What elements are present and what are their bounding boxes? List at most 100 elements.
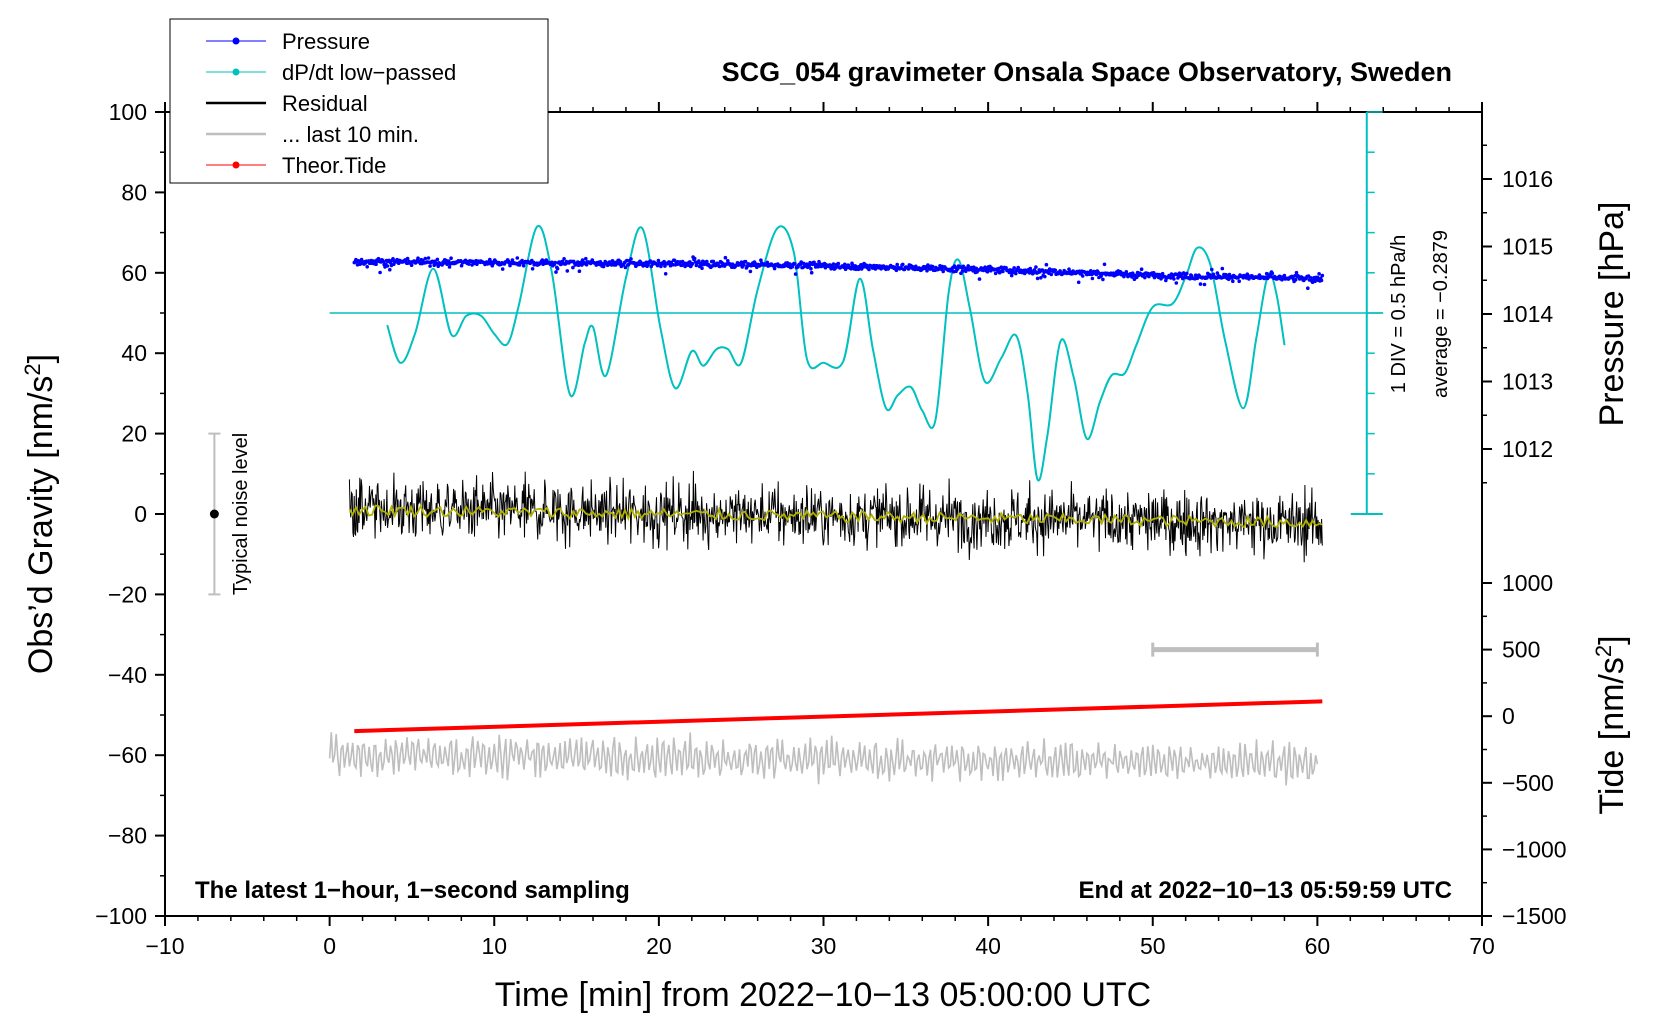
pressure-point (901, 262, 905, 267)
pressure-point (447, 265, 452, 269)
pressure-point (1294, 270, 1299, 275)
tide-axis-label-close: ] (1593, 635, 1631, 644)
pressure-point (1309, 276, 1313, 280)
x-tick-label: 30 (811, 933, 837, 959)
pressure-point (565, 269, 570, 273)
pressure-point (1210, 267, 1214, 272)
y-tick-label: −100 (95, 903, 147, 929)
pressure-point (388, 267, 392, 272)
pressure-point (584, 256, 588, 261)
pressure-point (895, 262, 899, 267)
x-tick-label: 20 (646, 933, 672, 959)
pressure-point (836, 261, 841, 266)
pressure-point (374, 262, 378, 267)
pressure-tick-label: 1012 (1502, 436, 1553, 462)
pressure-point (1035, 276, 1040, 281)
x-tick-label: 60 (1305, 933, 1331, 959)
pressure-point (1319, 278, 1324, 283)
pressure-point (793, 262, 797, 266)
pressure-point (376, 256, 381, 261)
pressure-point (1080, 274, 1085, 278)
pressure-point (1231, 279, 1235, 284)
pressure-point (1090, 276, 1095, 281)
pressure-point (391, 257, 395, 261)
pressure-point (428, 264, 432, 268)
y-tick-label: 60 (121, 260, 147, 286)
pressure-point (663, 272, 668, 276)
pressure-point (517, 263, 522, 267)
pressure-point (1053, 268, 1058, 273)
pressure-point (1102, 262, 1107, 267)
residual-series (348, 470, 1323, 563)
y-tick-label: 40 (121, 340, 147, 366)
chart-title: SCG_054 gravimeter Onsala Space Observat… (722, 57, 1452, 87)
residual-smoothed-line (348, 504, 1323, 529)
y-axis-label: Obs’d Gravity [nm/s2] (20, 354, 60, 674)
pressure-point (1143, 275, 1147, 280)
pressure-point (530, 267, 535, 271)
y-tick-label: −60 (108, 742, 147, 768)
tide-tick-label: −500 (1502, 770, 1554, 796)
pressure-point (1160, 271, 1165, 276)
pressure-point (1198, 282, 1203, 286)
x-tick-label: 0 (323, 933, 336, 959)
pressure-point (446, 259, 451, 264)
pressure-point (807, 263, 812, 268)
pressure-point (809, 266, 813, 271)
pressure-point (894, 268, 899, 273)
tide-axis-label-sup: 2 (1591, 645, 1616, 657)
pressure-point (1185, 271, 1189, 276)
pressure-point (365, 265, 370, 269)
pressure-point (580, 258, 585, 262)
y-tick-label: 80 (121, 179, 147, 205)
pressure-tick-label: 1015 (1502, 234, 1553, 260)
pressure-point (1058, 269, 1062, 273)
pressure-point (1001, 269, 1005, 274)
pressure-point (1034, 265, 1038, 269)
pressure-point (1202, 282, 1207, 287)
legend-marker (232, 161, 240, 169)
pressure-point (809, 270, 814, 275)
pressure-point (925, 268, 929, 273)
pressure-point (436, 264, 441, 269)
x-tick-label: −10 (145, 933, 184, 959)
typical-noise-indicator (208, 432, 221, 596)
pressure-point (692, 256, 697, 261)
tide-tick-label: 500 (1502, 637, 1540, 663)
tide-axis-ticks: 1000 500 0 −500 −1000 −1500 (1482, 570, 1567, 929)
pressure-point (748, 269, 753, 274)
legend-label: Theor.Tide (282, 153, 386, 178)
x-axis-label: Time [min] from 2022−10−13 05:00:00 UTC (495, 976, 1151, 1014)
pressure-point (426, 256, 431, 260)
pressure-point (1076, 280, 1081, 285)
pressure-point (726, 259, 730, 263)
y-tick-label: −40 (108, 662, 147, 688)
pressure-point (705, 259, 709, 264)
pressure-point (555, 266, 560, 271)
y-axis-ticks: 100 80 60 40 20 0 −20 −40 −60 −80 −100 (95, 99, 165, 929)
tide-tick-label: −1000 (1502, 836, 1567, 862)
pressure-point (623, 265, 628, 270)
pressure-point (500, 267, 505, 271)
pressure-point (521, 263, 526, 268)
pressure-tick-label: 1013 (1502, 369, 1553, 395)
pressure-point (1139, 267, 1144, 272)
pressure-point (598, 260, 603, 264)
noise-center-dot (209, 509, 219, 519)
pressure-point (1220, 266, 1225, 271)
pressure-point (867, 267, 871, 272)
pressure-point (577, 269, 582, 274)
pressure-point (1320, 273, 1325, 278)
pressure-tick-label: 1014 (1502, 301, 1553, 327)
pressure-point (1181, 271, 1186, 275)
pressure-point (1159, 277, 1163, 281)
annotation-end-time: End at 2022−10−13 05:59:59 UTC (1078, 877, 1452, 904)
pressure-point (1124, 270, 1129, 274)
pressure-point (831, 262, 836, 266)
pressure-point (742, 263, 746, 267)
pressure-point (1049, 272, 1054, 277)
pressure-point (1237, 279, 1241, 284)
dpdt-div-label: 1 DIV = 0.5 hPa/h (1388, 235, 1410, 393)
pressure-point (385, 264, 390, 268)
x-tick-label: 10 (481, 933, 507, 959)
